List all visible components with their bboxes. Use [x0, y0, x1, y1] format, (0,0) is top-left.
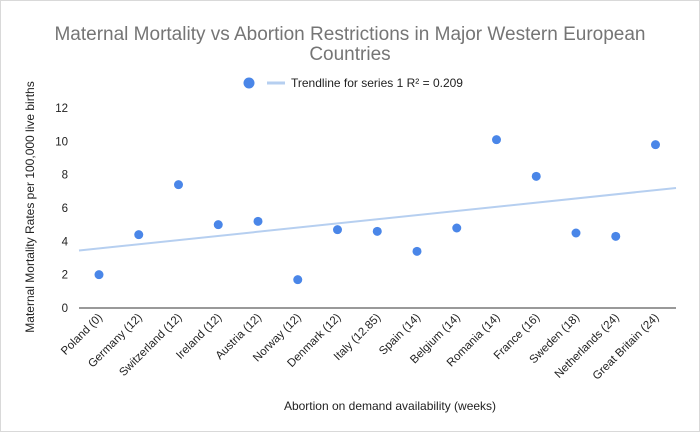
- legend-marker-series: [243, 77, 255, 89]
- y-tick-label-2: 2: [62, 270, 68, 282]
- data-point-10: [452, 223, 462, 233]
- data-point-11: [492, 135, 501, 145]
- y-tick-label-0: 0: [62, 303, 68, 315]
- data-point-14: [611, 231, 621, 241]
- data-point-1: [94, 270, 104, 280]
- y-tick-label-6: 6: [62, 203, 68, 215]
- legend: Trendline for series 1 R² = 0.209: [243, 76, 463, 90]
- y-tick-label-12: 12: [55, 103, 68, 115]
- data-point-12: [531, 171, 541, 181]
- x-tick-labels: Poland (0)Germany (12)Switzerland (12)Ir…: [59, 312, 662, 383]
- data-point-6: [293, 275, 303, 285]
- y-tick-label-4: 4: [62, 236, 69, 248]
- data-point-3: [174, 180, 183, 190]
- chart-title-line-2: Countries: [309, 44, 390, 65]
- data-point-9: [412, 246, 422, 256]
- trendline-line: [78, 187, 677, 252]
- y-tick-labels: 0 2 4 6 8 10 12: [55, 103, 68, 315]
- y-tick-label-10: 10: [55, 136, 68, 148]
- data-point-15: [651, 140, 660, 150]
- data-points: [94, 135, 660, 285]
- data-point-2: [134, 230, 144, 240]
- x-tick-label-15: Great Britain (24): [591, 312, 662, 383]
- trendline: [78, 187, 677, 252]
- chart-title-line-1: Maternal Mortality vs Abortion Restricti…: [54, 24, 645, 45]
- data-point-7: [333, 225, 342, 235]
- data-point-8: [372, 226, 382, 236]
- data-point-4: [213, 220, 223, 230]
- y-axis-title: Maternal Mortality Rates per 100,000 liv…: [23, 81, 37, 332]
- data-point-5: [253, 216, 263, 226]
- y-tick-label-8: 8: [62, 170, 68, 182]
- legend-label-trendline: Trendline for series 1 R² = 0.209: [291, 76, 463, 90]
- x-axis-title: Abortion on demand availability (weeks): [284, 399, 496, 413]
- data-point-13: [571, 228, 581, 238]
